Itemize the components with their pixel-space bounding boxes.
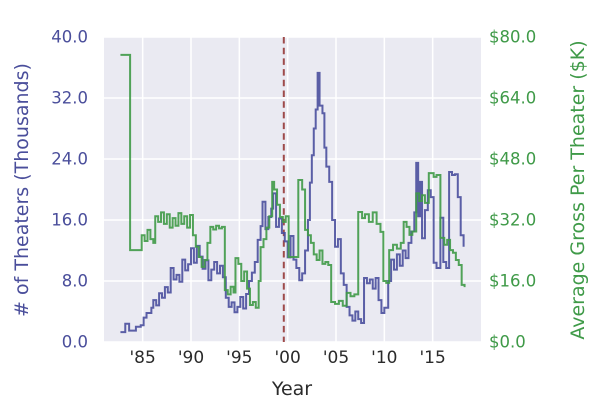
y-left-tick-label: 0.0 xyxy=(61,332,88,352)
gross-series-line xyxy=(120,53,466,309)
x-tick-label: '05 xyxy=(322,348,350,368)
x-tick-label: '00 xyxy=(274,348,301,368)
x-tick-label: '10 xyxy=(371,348,398,368)
y-right-tick-label: $48.0 xyxy=(489,149,537,169)
y-right-tick-label: $16.0 xyxy=(489,271,537,291)
y-right-tick-label: $64.0 xyxy=(489,88,537,108)
y-left-tick-label: 40.0 xyxy=(51,27,88,47)
y-right-axis-label: Average Gross Per Theater ($K) xyxy=(567,40,589,340)
y-right-tick-label: $0.0 xyxy=(489,332,526,352)
x-tick-label: '90 xyxy=(177,348,205,368)
x-tick-label: '15 xyxy=(419,348,446,368)
y-left-tick-label: 32.0 xyxy=(51,88,88,108)
y-right-tick-label: $32.0 xyxy=(489,210,537,230)
theaters-series-line xyxy=(120,71,465,334)
y-right-tick-label: $80.0 xyxy=(489,27,537,47)
y-left-tick-label: 8.0 xyxy=(61,271,88,291)
plot-background xyxy=(104,37,481,342)
y-left-axis-label: # of Theaters (Thousands) xyxy=(11,63,33,317)
x-axis-label: Year xyxy=(271,378,313,400)
y-left-tick-label: 16.0 xyxy=(51,210,88,230)
x-tick-label: '95 xyxy=(226,348,253,368)
chart-canvas xyxy=(104,37,481,342)
y-left-tick-label: 24.0 xyxy=(51,149,88,169)
plot-area xyxy=(104,37,481,342)
x-tick-label: '85 xyxy=(129,348,156,368)
